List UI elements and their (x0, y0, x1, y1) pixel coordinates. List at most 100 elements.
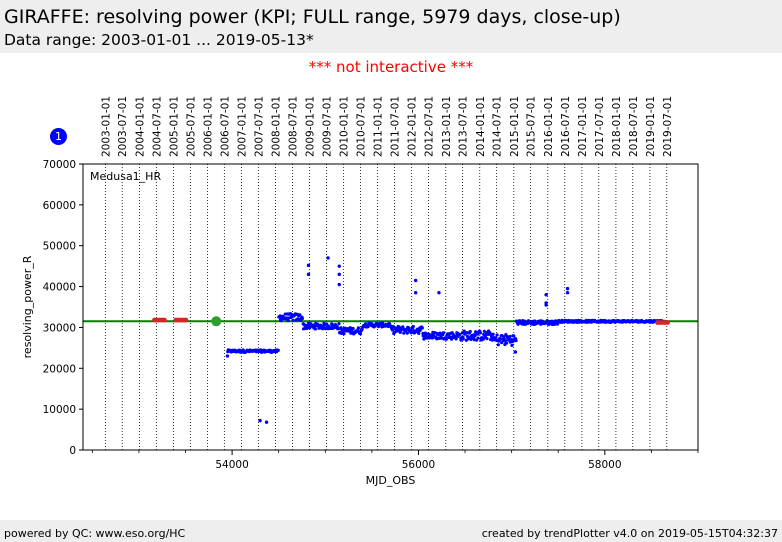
data-point-outlier (225, 354, 230, 358)
x-tick-label: 54000 (215, 459, 248, 471)
data-point (366, 324, 370, 329)
footer-bar (0, 520, 782, 542)
data-point (337, 322, 341, 326)
date-tick-label: 2003-07-01 (117, 96, 129, 157)
y-tick-label: 70000 (43, 159, 76, 171)
data-point-outlier (565, 291, 570, 295)
data-point (461, 337, 465, 341)
plot-annotation: Medusa1_HR (90, 170, 161, 183)
data-point-outlier (264, 420, 269, 424)
date-tick-label: 2017-07-01 (594, 96, 606, 157)
data-point (405, 331, 409, 335)
data-point (466, 337, 470, 341)
data-point (430, 336, 435, 340)
marker-red (665, 320, 670, 325)
date-tick-label: 2013-01-01 (441, 96, 453, 157)
x-tick-label: 56000 (402, 459, 435, 471)
data-point (313, 327, 317, 331)
data-point (417, 331, 421, 335)
date-tick-label: 2008-01-01 (271, 96, 283, 157)
data-point (398, 330, 402, 334)
data-point (508, 334, 512, 339)
scatter-chart: 2003-01-01 2003-07-01 2004-01-01 2004-07-01… (21, 96, 699, 487)
data-point-outlier (306, 263, 311, 268)
data-point-outlier (565, 286, 570, 291)
data-point-outlier (337, 264, 341, 268)
data-point (349, 329, 354, 333)
footer-created-by: created by trendPlotter v4.0 on 2019-05-… (481, 527, 778, 540)
data-point (482, 329, 486, 333)
page-title: GIRAFFE: resolving power (KPI; FULL rang… (4, 6, 621, 28)
data-point (485, 337, 489, 341)
date-tick-label: 2015-07-01 (526, 96, 538, 157)
not-interactive-notice: *** not interactive *** (308, 58, 474, 76)
date-tick-label: 2019-07-01 (662, 96, 674, 157)
data-point-outlier (337, 282, 341, 287)
plot-number-badge[interactable]: 1 (50, 128, 67, 145)
date-tick-label: 2004-01-01 (134, 96, 146, 157)
header-bar (0, 0, 782, 53)
date-tick-label: 2004-07-01 (151, 96, 163, 157)
data-point-outlier (544, 293, 548, 297)
date-tick-label: 2012-07-01 (424, 96, 436, 157)
data-point (478, 331, 483, 335)
data-point (496, 343, 500, 347)
data-point (291, 318, 295, 322)
data-point (279, 319, 283, 323)
data-point-outlier (413, 291, 418, 295)
date-tick-label: 2003-01-01 (100, 96, 112, 157)
marker-red (183, 317, 189, 323)
data-point (390, 328, 395, 332)
date-tick-label: 2013-07-01 (458, 96, 470, 157)
date-tick-label: 2006-01-01 (202, 96, 214, 157)
date-tick-label: 2011-07-01 (390, 96, 402, 157)
date-tick-label: 2006-07-01 (219, 96, 231, 157)
data-point (441, 331, 446, 335)
y-tick-label: 40000 (43, 282, 76, 294)
data-point (411, 324, 415, 329)
date-tick-label: 2009-07-01 (321, 96, 333, 157)
data-point (356, 326, 361, 330)
date-tick-label: 2010-01-01 (339, 96, 351, 157)
data-point (498, 337, 502, 341)
date-tick-label: 2014-07-01 (492, 96, 504, 157)
footer-powered-by[interactable]: powered by QC: www.eso.org/HC (4, 527, 186, 540)
y-tick-label: 50000 (43, 241, 76, 253)
data-point-outlier (306, 272, 311, 277)
data-point (476, 336, 480, 340)
y-tick-label: 30000 (43, 322, 76, 334)
data-point (502, 337, 506, 341)
data-point (298, 313, 302, 317)
data-point-outlier (544, 303, 548, 307)
y-tick-label: 0 (69, 445, 76, 457)
date-tick-label: 2019-01-01 (645, 96, 657, 157)
y-axis-label: resolving_power_R (21, 255, 34, 358)
date-tick-label: 2015-01-01 (509, 96, 521, 157)
data-point (342, 332, 346, 336)
data-point-outlier (337, 272, 341, 277)
data-point-outlier (413, 278, 418, 283)
data-point (468, 329, 472, 334)
y-tick-label: 10000 (43, 404, 76, 416)
marker-green (211, 316, 222, 327)
date-tick-label: 2017-01-01 (577, 96, 589, 157)
data-point (380, 321, 385, 325)
data-point-outlier (258, 418, 262, 423)
data-point (458, 332, 462, 336)
data-point (473, 333, 477, 338)
date-tick-label: 2011-01-01 (373, 96, 385, 157)
date-tick-label: 2018-07-01 (628, 96, 640, 157)
data-point (514, 339, 518, 343)
y-tick-label: 20000 (43, 363, 76, 375)
date-tick-label: 2009-01-01 (305, 96, 317, 157)
data-point-outlier (437, 291, 441, 295)
data-point (358, 332, 363, 336)
data-point-outlier (513, 350, 518, 354)
data-point (286, 319, 290, 323)
x-axis-label: MJD_OBS (366, 474, 416, 487)
data-point (510, 343, 514, 347)
data-point (491, 332, 495, 336)
y-tick-label: 60000 (43, 200, 76, 212)
data-point (504, 341, 509, 345)
data-point (516, 322, 520, 326)
